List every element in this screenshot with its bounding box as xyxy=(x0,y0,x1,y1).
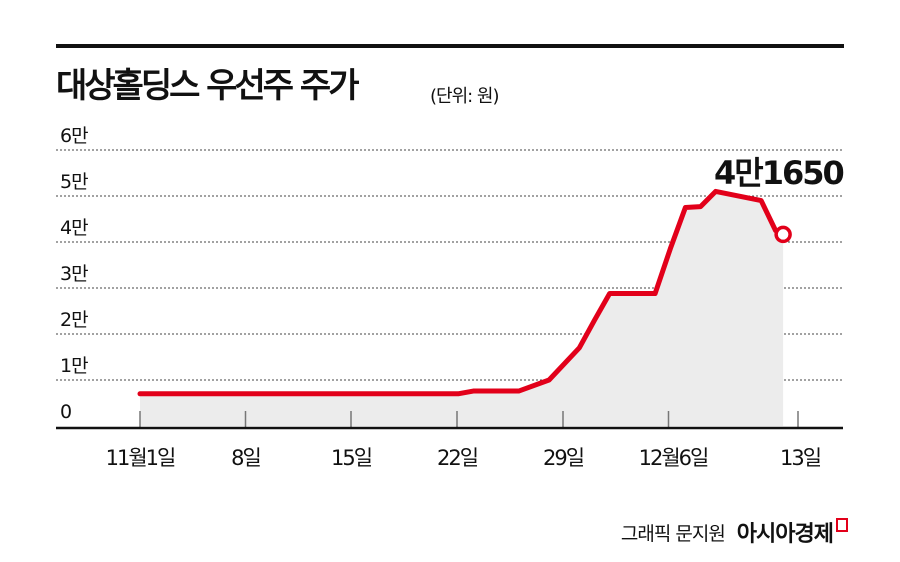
y-tick-label: 1만 xyxy=(60,355,88,377)
x-axis-labels: 11월1일 8일 15일 22일 29일 12월6일 13일 xyxy=(106,446,823,470)
x-tick-label: 15일 xyxy=(331,446,372,470)
price-line xyxy=(137,188,786,397)
x-tick-label: 8일 xyxy=(231,446,260,470)
y-tick-label: 2만 xyxy=(60,309,88,331)
y-tick-label: 3만 xyxy=(60,263,88,285)
unit-label: (단위: 원) xyxy=(430,86,500,107)
brand-logo: 아시아경제 xyxy=(736,522,834,547)
brand-mark-icon xyxy=(836,518,848,532)
endpoint-marker xyxy=(774,225,792,244)
x-tick-label: 13일 xyxy=(780,446,821,470)
x-tick-label: 22일 xyxy=(437,446,478,470)
y-tick-label: 5만 xyxy=(60,171,88,193)
y-tick-label: 4만 xyxy=(60,217,88,239)
x-axis-ticks xyxy=(139,411,799,427)
chart-title: 대상홀딩스 우선주 주가 xyxy=(56,66,359,106)
footer: 그래픽 문지원 아시아경제 xyxy=(621,516,848,548)
y-axis-labels: 0 1만 2만 3만 4만 5만 6만 xyxy=(60,125,89,423)
gridlines xyxy=(56,149,843,381)
callout-value: 4만1650 xyxy=(714,154,844,192)
top-rule xyxy=(56,44,844,48)
x-tick-label: 12월6일 xyxy=(639,446,708,470)
area-fill xyxy=(140,191,784,426)
x-tick-label: 11월1일 xyxy=(106,446,175,470)
graphic-credit: 그래픽 문지원 xyxy=(620,522,726,545)
y-tick-label: 0 xyxy=(60,401,71,423)
y-tick-label: 6만 xyxy=(60,125,88,147)
x-tick-label: 29일 xyxy=(543,446,584,470)
